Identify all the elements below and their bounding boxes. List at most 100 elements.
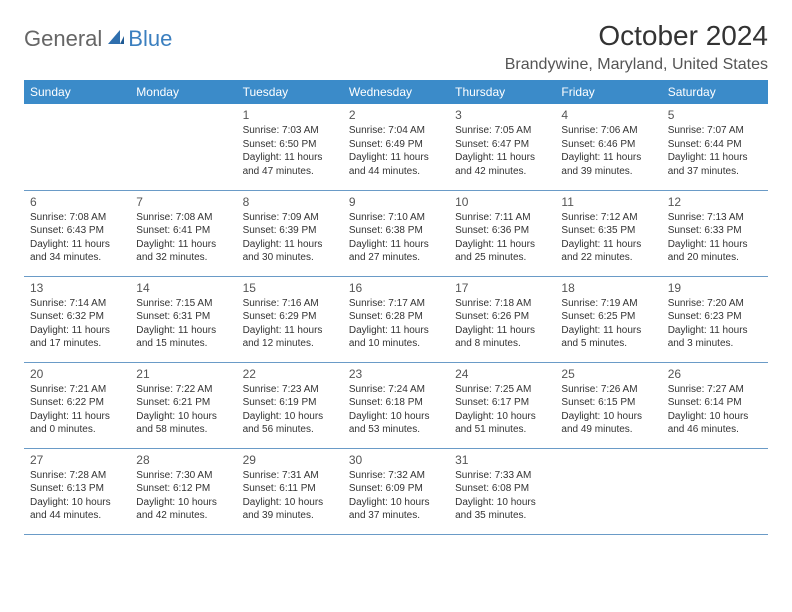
day-detail: Sunset: 6:25 PM bbox=[561, 310, 655, 324]
day-detail: and 0 minutes. bbox=[30, 423, 124, 437]
day-detail: Sunset: 6:17 PM bbox=[455, 396, 549, 410]
calendar-week-row: 20Sunrise: 7:21 AMSunset: 6:22 PMDayligh… bbox=[24, 362, 768, 448]
day-detail: Sunrise: 7:22 AM bbox=[136, 383, 230, 397]
day-number: 13 bbox=[30, 280, 124, 296]
calendar-day-cell: 17Sunrise: 7:18 AMSunset: 6:26 PMDayligh… bbox=[449, 276, 555, 362]
day-header: Sunday bbox=[24, 80, 130, 104]
day-detail: and 39 minutes. bbox=[243, 509, 337, 523]
calendar-day-cell: 10Sunrise: 7:11 AMSunset: 6:36 PMDayligh… bbox=[449, 190, 555, 276]
day-detail: and 47 minutes. bbox=[243, 165, 337, 179]
day-detail: Sunset: 6:43 PM bbox=[30, 224, 124, 238]
day-detail: Sunrise: 7:14 AM bbox=[30, 297, 124, 311]
day-number: 14 bbox=[136, 280, 230, 296]
day-detail: and 44 minutes. bbox=[30, 509, 124, 523]
day-detail: and 51 minutes. bbox=[455, 423, 549, 437]
day-detail: Sunset: 6:36 PM bbox=[455, 224, 549, 238]
calendar-day-cell: 27Sunrise: 7:28 AMSunset: 6:13 PMDayligh… bbox=[24, 448, 130, 534]
day-detail: Sunrise: 7:23 AM bbox=[243, 383, 337, 397]
day-detail: and 49 minutes. bbox=[561, 423, 655, 437]
day-detail: Sunset: 6:15 PM bbox=[561, 396, 655, 410]
day-detail: Sunrise: 7:27 AM bbox=[668, 383, 762, 397]
day-number: 29 bbox=[243, 452, 337, 468]
day-detail: Daylight: 11 hours bbox=[455, 151, 549, 165]
day-number: 21 bbox=[136, 366, 230, 382]
day-detail: Sunrise: 7:08 AM bbox=[136, 211, 230, 225]
day-detail: Sunset: 6:38 PM bbox=[349, 224, 443, 238]
day-number: 27 bbox=[30, 452, 124, 468]
day-detail: Sunset: 6:47 PM bbox=[455, 138, 549, 152]
calendar-week-row: 6Sunrise: 7:08 AMSunset: 6:43 PMDaylight… bbox=[24, 190, 768, 276]
day-number: 15 bbox=[243, 280, 337, 296]
day-detail: Sunset: 6:19 PM bbox=[243, 396, 337, 410]
day-detail: Sunset: 6:26 PM bbox=[455, 310, 549, 324]
day-detail: and 32 minutes. bbox=[136, 251, 230, 265]
calendar-day-cell: 3Sunrise: 7:05 AMSunset: 6:47 PMDaylight… bbox=[449, 104, 555, 190]
day-header: Monday bbox=[130, 80, 236, 104]
day-detail: Sunrise: 7:20 AM bbox=[668, 297, 762, 311]
day-detail: Sunset: 6:11 PM bbox=[243, 482, 337, 496]
day-detail: Sunset: 6:39 PM bbox=[243, 224, 337, 238]
location-subtitle: Brandywine, Maryland, United States bbox=[505, 56, 768, 74]
day-detail: Daylight: 11 hours bbox=[243, 238, 337, 252]
calendar-empty-cell bbox=[662, 448, 768, 534]
calendar-day-cell: 30Sunrise: 7:32 AMSunset: 6:09 PMDayligh… bbox=[343, 448, 449, 534]
day-number: 10 bbox=[455, 194, 549, 210]
calendar-week-row: 27Sunrise: 7:28 AMSunset: 6:13 PMDayligh… bbox=[24, 448, 768, 534]
day-detail: Daylight: 11 hours bbox=[30, 238, 124, 252]
calendar-day-cell: 2Sunrise: 7:04 AMSunset: 6:49 PMDaylight… bbox=[343, 104, 449, 190]
day-detail: Sunset: 6:33 PM bbox=[668, 224, 762, 238]
day-detail: and 56 minutes. bbox=[243, 423, 337, 437]
day-number: 17 bbox=[455, 280, 549, 296]
day-detail: Sunset: 6:13 PM bbox=[30, 482, 124, 496]
calendar-day-cell: 14Sunrise: 7:15 AMSunset: 6:31 PMDayligh… bbox=[130, 276, 236, 362]
day-detail: Sunset: 6:41 PM bbox=[136, 224, 230, 238]
day-header: Friday bbox=[555, 80, 661, 104]
day-detail: Sunset: 6:29 PM bbox=[243, 310, 337, 324]
calendar-day-cell: 22Sunrise: 7:23 AMSunset: 6:19 PMDayligh… bbox=[237, 362, 343, 448]
day-detail: Sunset: 6:31 PM bbox=[136, 310, 230, 324]
day-header: Thursday bbox=[449, 80, 555, 104]
day-detail: Sunrise: 7:31 AM bbox=[243, 469, 337, 483]
day-detail: Sunrise: 7:28 AM bbox=[30, 469, 124, 483]
day-number: 1 bbox=[243, 107, 337, 123]
day-detail: Sunset: 6:35 PM bbox=[561, 224, 655, 238]
calendar-day-cell: 9Sunrise: 7:10 AMSunset: 6:38 PMDaylight… bbox=[343, 190, 449, 276]
day-detail: Sunrise: 7:16 AM bbox=[243, 297, 337, 311]
day-detail: Sunset: 6:23 PM bbox=[668, 310, 762, 324]
day-detail: Daylight: 11 hours bbox=[349, 238, 443, 252]
logo-text-blue: Blue bbox=[128, 26, 172, 52]
day-header: Saturday bbox=[662, 80, 768, 104]
day-detail: Sunset: 6:21 PM bbox=[136, 396, 230, 410]
day-detail: Sunset: 6:32 PM bbox=[30, 310, 124, 324]
calendar-day-cell: 6Sunrise: 7:08 AMSunset: 6:43 PMDaylight… bbox=[24, 190, 130, 276]
day-detail: and 20 minutes. bbox=[668, 251, 762, 265]
day-detail: Daylight: 11 hours bbox=[561, 151, 655, 165]
day-detail: and 17 minutes. bbox=[30, 337, 124, 351]
calendar-day-cell: 20Sunrise: 7:21 AMSunset: 6:22 PMDayligh… bbox=[24, 362, 130, 448]
calendar-table: SundayMondayTuesdayWednesdayThursdayFrid… bbox=[24, 80, 768, 535]
day-detail: Sunset: 6:44 PM bbox=[668, 138, 762, 152]
day-detail: Sunrise: 7:19 AM bbox=[561, 297, 655, 311]
day-detail: Sunrise: 7:11 AM bbox=[455, 211, 549, 225]
day-detail: Sunrise: 7:18 AM bbox=[455, 297, 549, 311]
day-number: 23 bbox=[349, 366, 443, 382]
day-detail: Sunrise: 7:12 AM bbox=[561, 211, 655, 225]
day-detail: Sunrise: 7:03 AM bbox=[243, 124, 337, 138]
day-detail: and 12 minutes. bbox=[243, 337, 337, 351]
day-detail: Daylight: 11 hours bbox=[349, 151, 443, 165]
day-detail: and 30 minutes. bbox=[243, 251, 337, 265]
day-detail: Sunset: 6:49 PM bbox=[349, 138, 443, 152]
calendar-empty-cell bbox=[130, 104, 236, 190]
day-detail: Sunrise: 7:32 AM bbox=[349, 469, 443, 483]
day-detail: and 34 minutes. bbox=[30, 251, 124, 265]
day-detail: Sunrise: 7:04 AM bbox=[349, 124, 443, 138]
day-number: 25 bbox=[561, 366, 655, 382]
day-detail: and 15 minutes. bbox=[136, 337, 230, 351]
calendar-day-cell: 19Sunrise: 7:20 AMSunset: 6:23 PMDayligh… bbox=[662, 276, 768, 362]
day-detail: and 39 minutes. bbox=[561, 165, 655, 179]
day-detail: Daylight: 11 hours bbox=[30, 324, 124, 338]
day-detail: Daylight: 11 hours bbox=[136, 238, 230, 252]
day-detail: Sunset: 6:09 PM bbox=[349, 482, 443, 496]
day-detail: Sunrise: 7:07 AM bbox=[668, 124, 762, 138]
calendar-day-cell: 4Sunrise: 7:06 AMSunset: 6:46 PMDaylight… bbox=[555, 104, 661, 190]
